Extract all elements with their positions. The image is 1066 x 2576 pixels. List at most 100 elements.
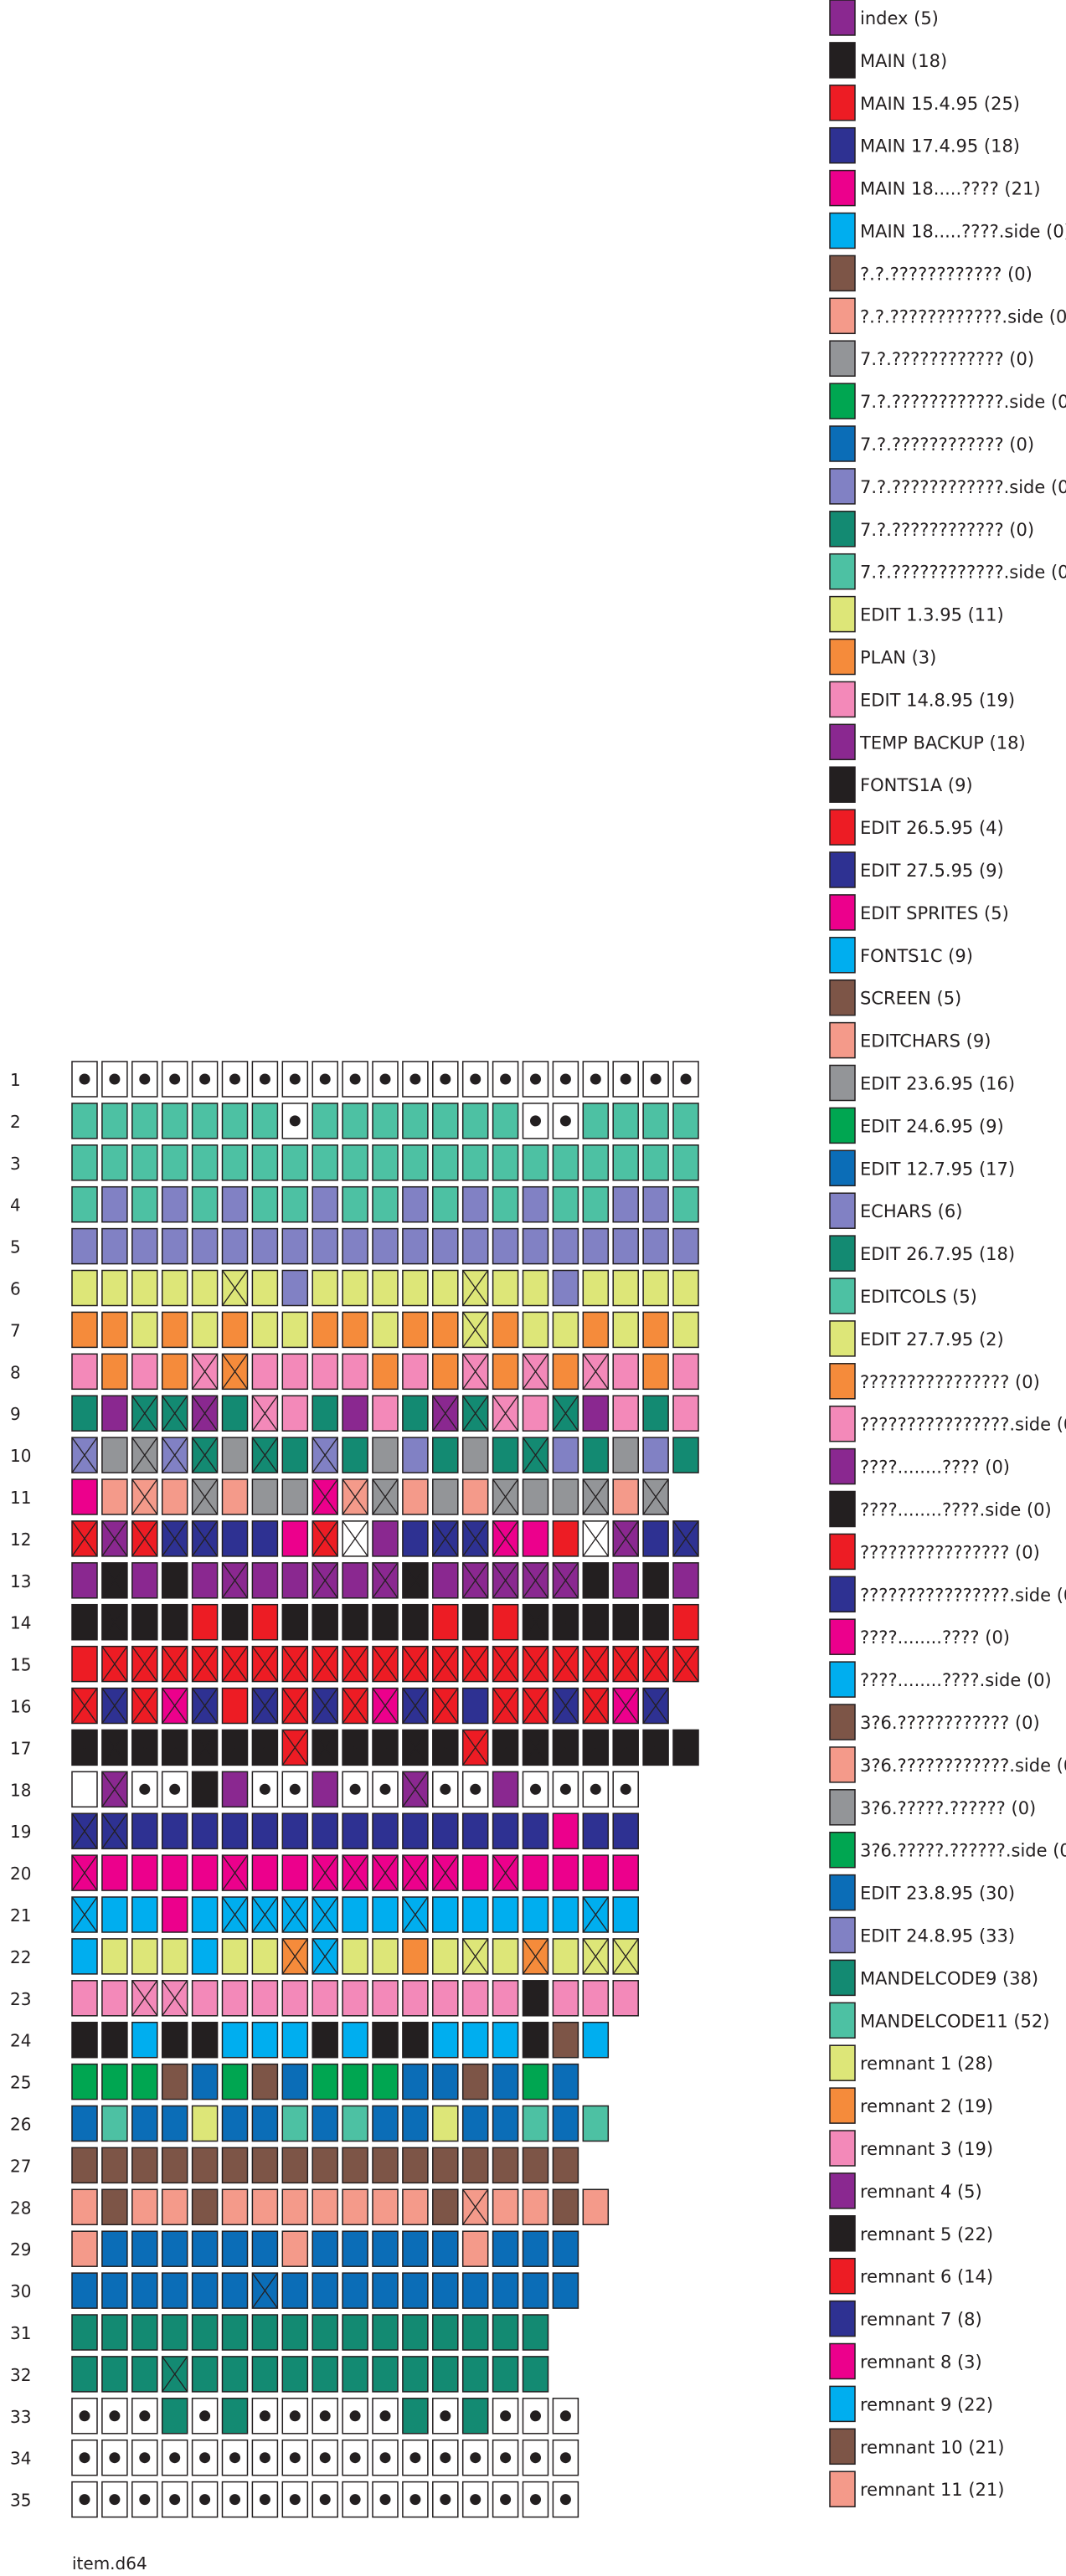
sector	[251, 1144, 279, 1181]
track-label: 7	[10, 1320, 21, 1340]
sector	[672, 1603, 699, 1641]
sector	[281, 1353, 309, 1391]
legend-swatch	[829, 1405, 856, 1442]
legend-swatch	[829, 1916, 856, 1954]
legend-label: EDIT 26.7.95 (18)	[860, 1244, 1015, 1264]
sector	[191, 2188, 219, 2226]
legend-swatch	[829, 85, 856, 121]
sector-cross-mark	[251, 1646, 278, 1682]
empty-sector-dot	[440, 1073, 451, 1085]
legend-swatch	[829, 1235, 856, 1272]
sector	[582, 2021, 610, 2059]
sector	[221, 1185, 249, 1223]
sector	[221, 2188, 249, 2226]
sector	[372, 1144, 399, 1181]
legend-label: EDIT 23.8.95 (30)	[860, 1884, 1015, 1904]
sector	[432, 2021, 459, 2059]
sector	[372, 1395, 399, 1432]
sector	[372, 1269, 399, 1307]
sector-cross-mark	[462, 2188, 489, 2225]
sector-cross-mark	[192, 1646, 219, 1682]
sector	[432, 1144, 459, 1181]
empty-sector-dot	[79, 2410, 90, 2422]
sector	[131, 2063, 158, 2100]
legend-swatch	[829, 255, 856, 292]
sector	[612, 1812, 639, 1849]
sector-cross-mark	[402, 1896, 429, 1933]
sector	[552, 2147, 579, 2184]
empty-sector-dot	[169, 1783, 181, 1795]
sector-cross-mark	[221, 1353, 249, 1390]
legend-swatch	[829, 2087, 856, 2124]
sector	[221, 2356, 249, 2393]
sector	[71, 1103, 98, 1139]
sector	[402, 1478, 429, 1515]
legend-label: MAIN 18.....????.side (0)	[860, 222, 1066, 242]
empty-sector-dot	[319, 2494, 331, 2506]
legend-label: 7.?.???????????? (0)	[860, 520, 1034, 540]
legend-swatch	[829, 212, 856, 249]
legend-swatch	[829, 1064, 856, 1102]
sector-cross-mark	[462, 1730, 489, 1766]
sector-cross-mark	[432, 1646, 459, 1682]
empty-sector-dot	[379, 1783, 391, 1795]
sector	[492, 2188, 519, 2226]
sector-cross-mark	[71, 1730, 98, 1766]
sector	[251, 1353, 279, 1391]
legend-swatch	[829, 638, 856, 676]
track-label: 17	[10, 1738, 31, 1758]
legend-label: remnant 11 (21)	[860, 2480, 1004, 2500]
legend-swatch	[829, 1447, 856, 1485]
sector	[71, 1144, 98, 1181]
legend-swatch	[829, 169, 856, 207]
sector-cross-mark	[462, 1270, 489, 1306]
sector	[522, 2356, 549, 2393]
sector	[342, 1437, 368, 1473]
sector-cross-mark	[101, 1646, 128, 1682]
sector	[612, 1562, 639, 1599]
sector	[552, 2272, 579, 2309]
sector	[582, 1562, 610, 1599]
empty-sector-dot	[289, 2452, 301, 2464]
sector	[131, 1896, 158, 1933]
sector	[552, 1144, 579, 1181]
sector	[492, 1185, 519, 1223]
sector	[402, 2063, 429, 2100]
sector	[402, 2147, 429, 2184]
sector	[612, 1144, 639, 1181]
sector-cross-mark	[251, 1437, 278, 1473]
sector	[612, 1311, 639, 1349]
sector-cross-mark	[162, 1437, 188, 1473]
sector	[312, 2188, 338, 2226]
empty-sector	[281, 1103, 309, 1139]
empty-sector-dot	[379, 2410, 391, 2422]
sector-cross-mark	[522, 1646, 549, 1682]
sector	[281, 1980, 309, 2017]
sector-cross-mark	[372, 1730, 399, 1766]
sector	[672, 1103, 699, 1139]
sector	[101, 1854, 128, 1891]
sector	[342, 2063, 368, 2100]
sector	[402, 2021, 429, 2059]
empty-sector-dot	[199, 1073, 211, 1085]
sector	[251, 1185, 279, 1223]
legend-swatch	[829, 1107, 856, 1144]
legend-label: 7.?.????????????.side (0)	[860, 392, 1066, 412]
sector	[582, 1103, 610, 1139]
empty-sector-dot	[109, 2452, 121, 2464]
sector	[131, 1603, 158, 1641]
sector	[251, 1603, 279, 1641]
sector	[492, 2272, 519, 2309]
sector	[372, 1896, 399, 1933]
legend-label: remnant 4 (5)	[860, 2182, 982, 2202]
sector-cross-mark	[162, 1395, 188, 1432]
sector	[342, 2188, 368, 2226]
empty-sector-dot	[319, 2452, 331, 2464]
sector-cross-mark	[522, 1353, 549, 1390]
sector	[672, 1353, 699, 1391]
sector-cross-mark	[402, 1562, 429, 1599]
sector	[312, 1395, 338, 1432]
sector	[101, 2188, 128, 2226]
sector	[251, 1854, 279, 1891]
track-label: 25	[10, 2073, 31, 2093]
